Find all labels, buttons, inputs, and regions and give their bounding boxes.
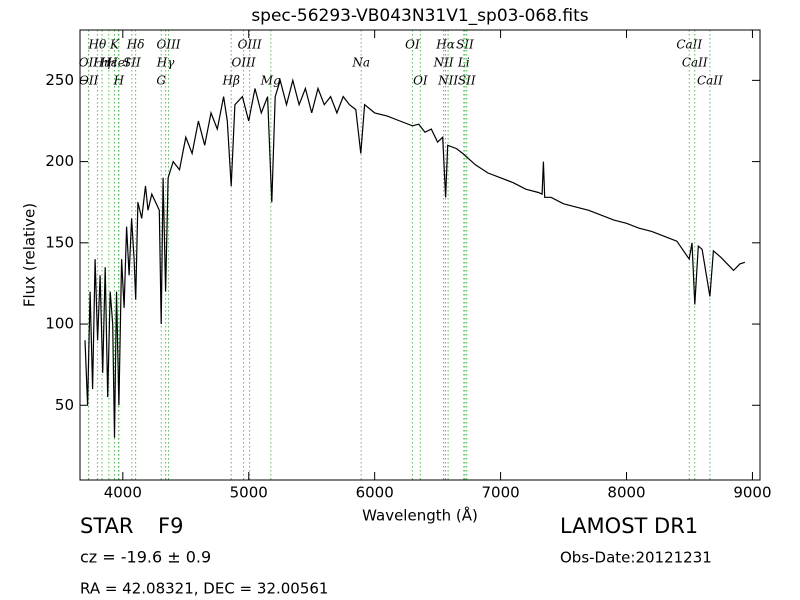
- x-tick-label: 5000: [230, 484, 268, 502]
- spectral-line-label: H: [113, 74, 125, 88]
- x-axis-label: Wavelength (Å): [362, 506, 478, 525]
- survey: LAMOST DR1: [560, 514, 698, 538]
- x-tick-label: 7000: [481, 484, 519, 502]
- spectral-line-label: NII: [437, 74, 458, 88]
- spectral-line-label: Li: [457, 56, 470, 70]
- spectral-line-label: HeI: [106, 56, 130, 70]
- spectral-line-label: OIII: [232, 56, 256, 70]
- subclass: F9: [158, 514, 183, 538]
- spectral-line-label: SII: [123, 56, 141, 70]
- spectral-line-label: OI: [413, 74, 428, 88]
- spectral-line-label: Hδ: [126, 38, 145, 52]
- spectral-line-label: CaII: [697, 74, 723, 88]
- spectral-line-label: SII: [458, 74, 476, 88]
- spectral-line-label: CaII: [682, 56, 708, 70]
- spectral-line-label: CaII: [676, 38, 702, 52]
- spectral-line-label: Hγ: [156, 56, 175, 70]
- x-tick-label: 9000: [733, 484, 771, 502]
- coordinates: RA = 42.08321, DEC = 32.00561: [80, 580, 328, 598]
- redshift: cz = -19.6 ± 0.9: [80, 548, 211, 567]
- spectral-line-label: Hβ: [222, 74, 240, 88]
- y-axis-label: Flux (relative): [21, 203, 39, 307]
- spectral-line-label: OIII: [238, 38, 262, 52]
- spectrum-line: [84, 78, 746, 438]
- y-tick-label: 50: [55, 396, 74, 414]
- chart-title: spec-56293-VB043N31V1_sp03-068.fits: [251, 6, 588, 26]
- spectral-line-label: NII: [433, 56, 454, 70]
- x-tick-label: 8000: [607, 484, 645, 502]
- spectral-line-label: OII: [79, 74, 99, 88]
- spectral-line-label: OIII: [156, 38, 180, 52]
- y-tick-label: 200: [45, 152, 74, 170]
- spectral-line-label: SII: [456, 38, 474, 52]
- spectral-line-label: OI: [405, 38, 420, 52]
- y-tick-label: 150: [45, 233, 74, 251]
- spectral-line-label: Hη: [92, 56, 111, 70]
- spectral-line-label: Hα: [435, 38, 455, 52]
- spectral-line-label: G: [156, 74, 166, 88]
- x-tick-label: 4000: [104, 484, 142, 502]
- spectral-line-label: Hε: [99, 56, 117, 70]
- spectral-line-label: Na: [351, 56, 370, 70]
- x-tick-label: 6000: [356, 484, 394, 502]
- plot-frame: [79, 29, 761, 481]
- y-tick-label: 100: [45, 315, 74, 333]
- spectral-line-label: Mg: [260, 74, 281, 88]
- spectral-line-label: K: [109, 38, 120, 52]
- obs-date: Obs-Date:20121231: [560, 549, 712, 567]
- class: STAR: [80, 514, 133, 538]
- y-tick-label: 250: [45, 71, 74, 89]
- spectral-line-label: Hθ: [88, 38, 107, 52]
